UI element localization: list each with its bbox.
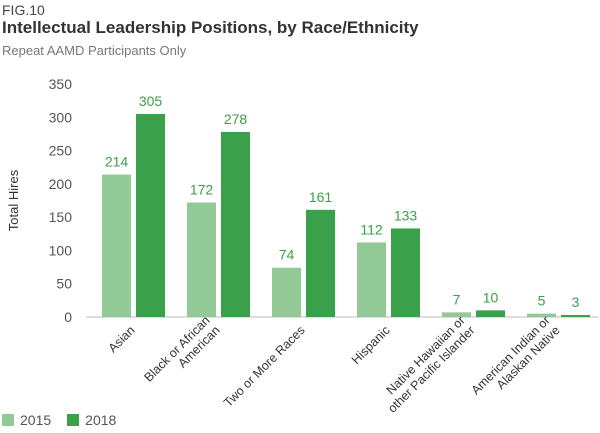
bar-2015 bbox=[357, 242, 386, 317]
y-tick-label: 50 bbox=[56, 276, 72, 292]
legend-swatch-2015 bbox=[2, 414, 14, 426]
y-tick-label: 150 bbox=[49, 209, 73, 225]
x-tick-label: Black or AfricanAmerican bbox=[141, 313, 222, 394]
bar-2015 bbox=[102, 174, 131, 317]
x-tick-label: Native Hawaiian orother Pacific Islander bbox=[375, 313, 477, 415]
data-label-2015: 7 bbox=[453, 291, 461, 307]
data-label-2018: 161 bbox=[309, 189, 333, 205]
data-label-2015: 214 bbox=[105, 154, 129, 170]
bar-2018 bbox=[391, 228, 420, 317]
y-tick-label: 350 bbox=[49, 76, 73, 92]
x-tick-label: Asian bbox=[106, 323, 138, 355]
legend: 2015 2018 bbox=[2, 412, 116, 428]
bar-2015 bbox=[187, 202, 216, 317]
figure-number: FIG.10 bbox=[2, 2, 45, 18]
bars-layer bbox=[102, 113, 590, 317]
y-tick-label: 250 bbox=[49, 143, 73, 159]
y-tick-label: 200 bbox=[49, 176, 73, 192]
legend-item-2018: 2018 bbox=[67, 412, 116, 428]
legend-item-2015: 2015 bbox=[2, 412, 51, 428]
axis-layer: Total Hires 0 50 100 150 200 250 300 350 bbox=[6, 76, 598, 325]
bar-2018 bbox=[476, 310, 505, 317]
data-label-2018: 278 bbox=[224, 111, 248, 127]
data-label-2015: 112 bbox=[360, 221, 383, 237]
data-label-2015: 74 bbox=[279, 247, 295, 263]
labels-layer: 214 305 Asian 172 278 Black or AfricanAmerica… bbox=[105, 93, 580, 416]
y-tick-label: 300 bbox=[49, 109, 73, 125]
x-tick-label: American Indian orAlaskan Native bbox=[469, 313, 563, 407]
legend-label-2015: 2015 bbox=[20, 412, 52, 428]
bar-2018 bbox=[561, 315, 590, 317]
data-label-2015: 5 bbox=[538, 293, 546, 309]
y-tick-label: 100 bbox=[49, 242, 73, 258]
x-tick-label: Hispanic bbox=[349, 323, 393, 367]
data-label-2018: 305 bbox=[139, 93, 163, 109]
bar-2015 bbox=[272, 267, 301, 317]
bar-2018 bbox=[136, 113, 165, 317]
data-label-2018: 10 bbox=[483, 289, 499, 305]
legend-label-2018: 2018 bbox=[85, 412, 117, 428]
y-axis-label: Total Hires bbox=[6, 169, 21, 231]
data-label-2018: 133 bbox=[394, 207, 418, 223]
bar-2018 bbox=[306, 209, 335, 317]
data-label-2015: 172 bbox=[190, 181, 214, 197]
y-tick-label: 0 bbox=[64, 309, 72, 325]
chart-subtitle: Repeat AAMD Participants Only bbox=[2, 43, 187, 58]
x-tick-label: Two or More Races bbox=[221, 323, 308, 410]
data-label-2018: 3 bbox=[572, 294, 580, 310]
legend-swatch-2018 bbox=[67, 414, 80, 426]
bar-2015 bbox=[527, 313, 556, 317]
bar-2018 bbox=[221, 131, 250, 317]
chart-title: Intellectual Leadership Positions, by Ra… bbox=[2, 18, 419, 37]
bar-2015 bbox=[442, 312, 471, 317]
